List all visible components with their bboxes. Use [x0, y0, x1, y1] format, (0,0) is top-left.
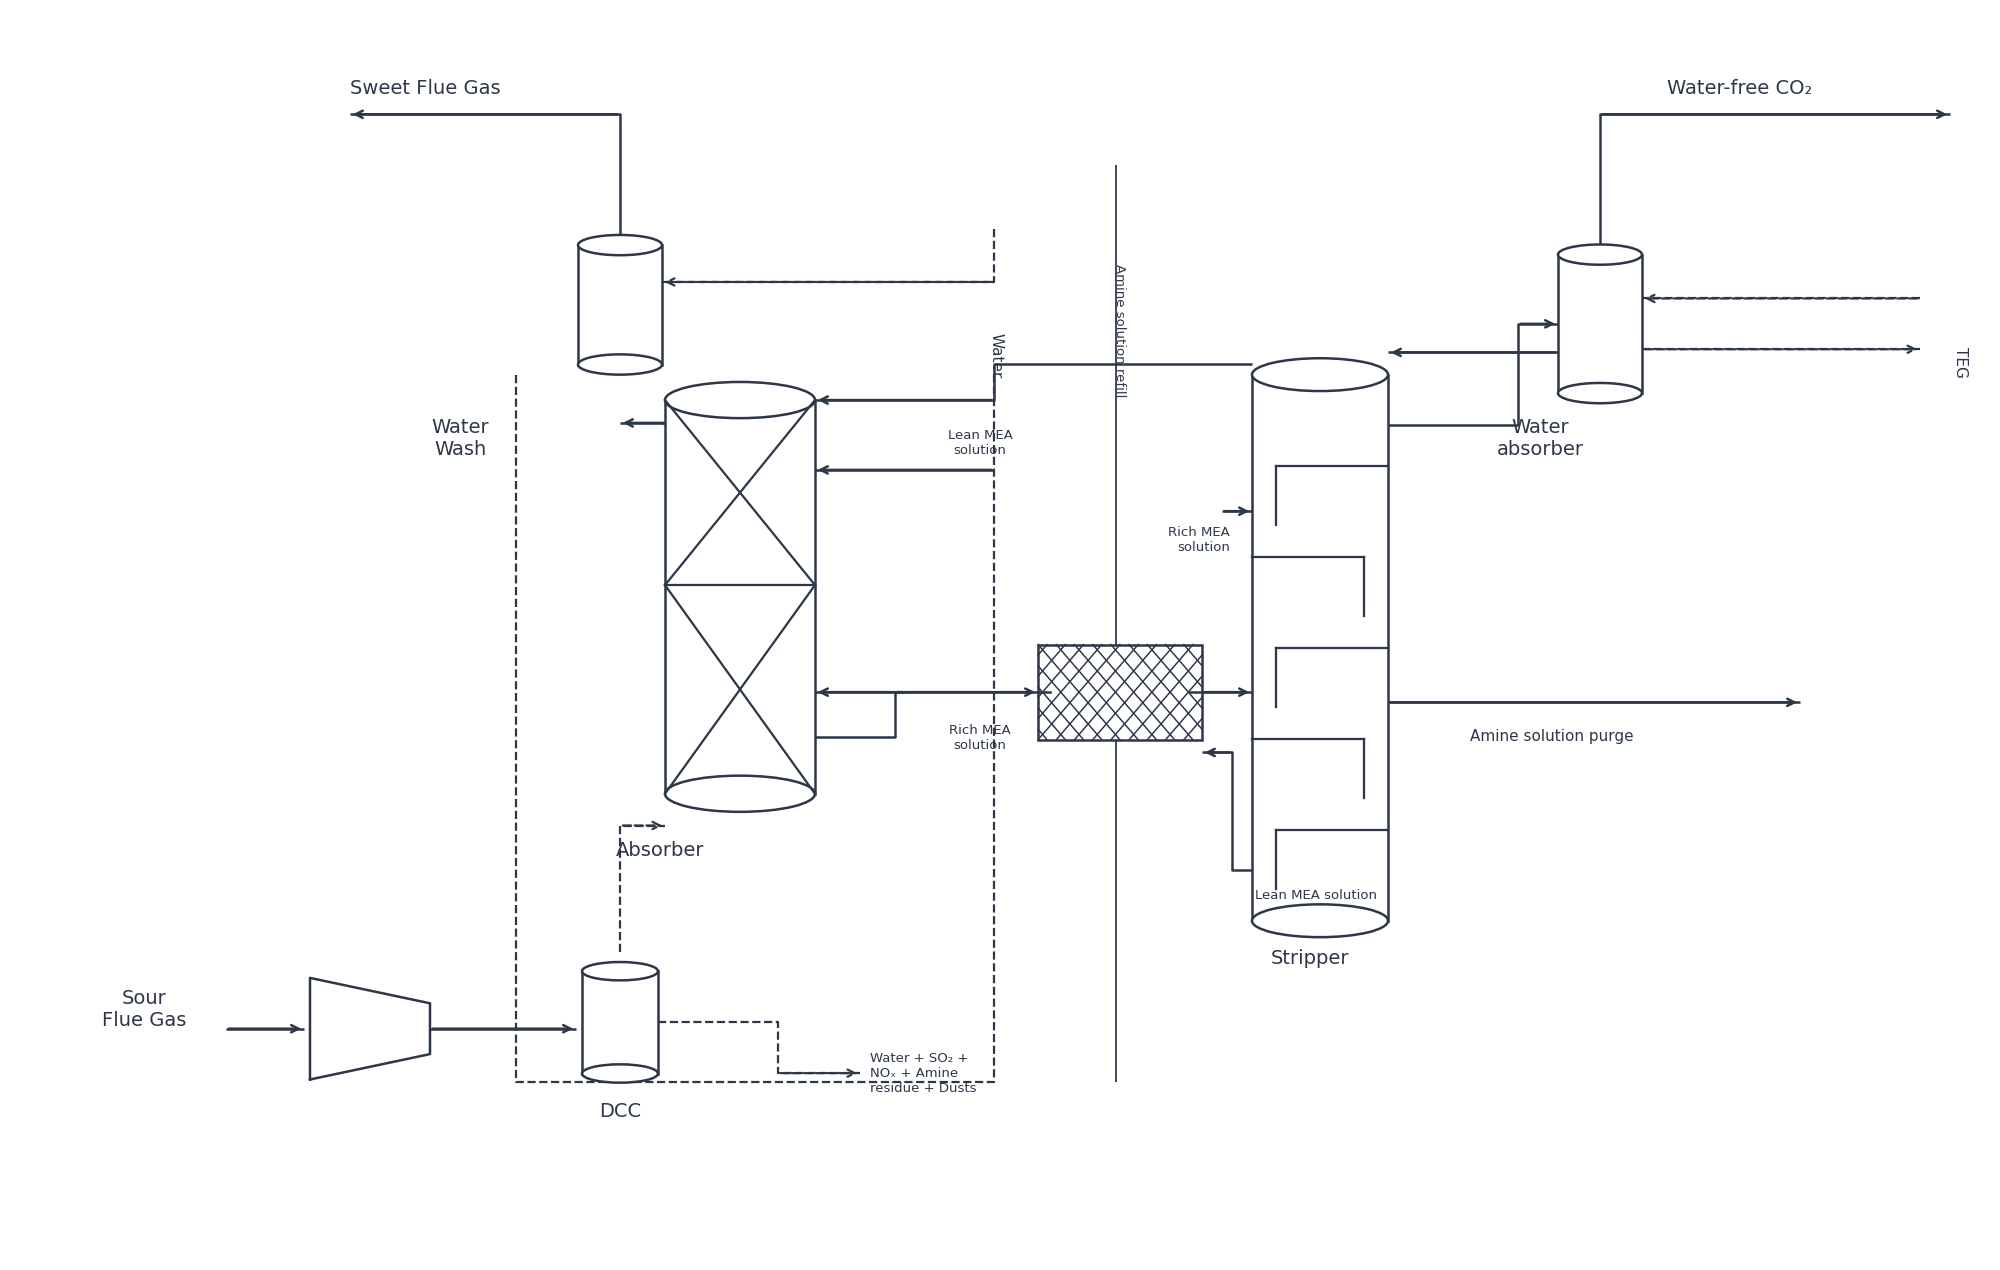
Text: Rich MEA
solution: Rich MEA solution [1168, 526, 1230, 554]
Ellipse shape [664, 382, 816, 418]
Bar [1558, 254, 1642, 394]
Ellipse shape [582, 1064, 658, 1082]
Ellipse shape [578, 235, 662, 255]
Ellipse shape [1252, 904, 1388, 937]
Ellipse shape [664, 776, 816, 812]
Text: Absorber: Absorber [616, 842, 704, 860]
Text: TEG: TEG [1952, 347, 1968, 377]
Text: Rich MEA
solution: Rich MEA solution [950, 724, 1010, 752]
Text: Amine solution purge: Amine solution purge [1470, 729, 1634, 744]
Ellipse shape [582, 963, 658, 980]
Text: Stripper: Stripper [1270, 950, 1350, 968]
Text: Lean MEA solution: Lean MEA solution [1256, 889, 1376, 902]
Bar [1252, 375, 1388, 921]
Text: Water: Water [988, 333, 1004, 378]
Bar [664, 400, 816, 794]
Text: Sour
Flue Gas: Sour Flue Gas [102, 989, 186, 1030]
Bar [578, 245, 662, 364]
Text: Amine solution refill: Amine solution refill [1114, 263, 1126, 398]
Ellipse shape [1558, 244, 1642, 264]
Ellipse shape [1558, 384, 1642, 404]
Text: Water
Wash: Water Wash [432, 418, 488, 458]
Bar [582, 972, 658, 1073]
Text: Water
absorber: Water absorber [1496, 418, 1584, 458]
Text: Lean MEA
solution: Lean MEA solution [948, 429, 1012, 457]
Ellipse shape [578, 354, 662, 375]
Text: DCC: DCC [598, 1102, 642, 1120]
Ellipse shape [1252, 358, 1388, 391]
Bar [1038, 645, 1202, 739]
Text: Sweet Flue Gas: Sweet Flue Gas [350, 80, 500, 98]
Text: Water-free CO₂: Water-free CO₂ [1668, 80, 1812, 98]
Text: Water + SO₂ +
NOₓ + Amine
residue + Dusts: Water + SO₂ + NOₓ + Amine residue + Dust… [870, 1052, 976, 1095]
